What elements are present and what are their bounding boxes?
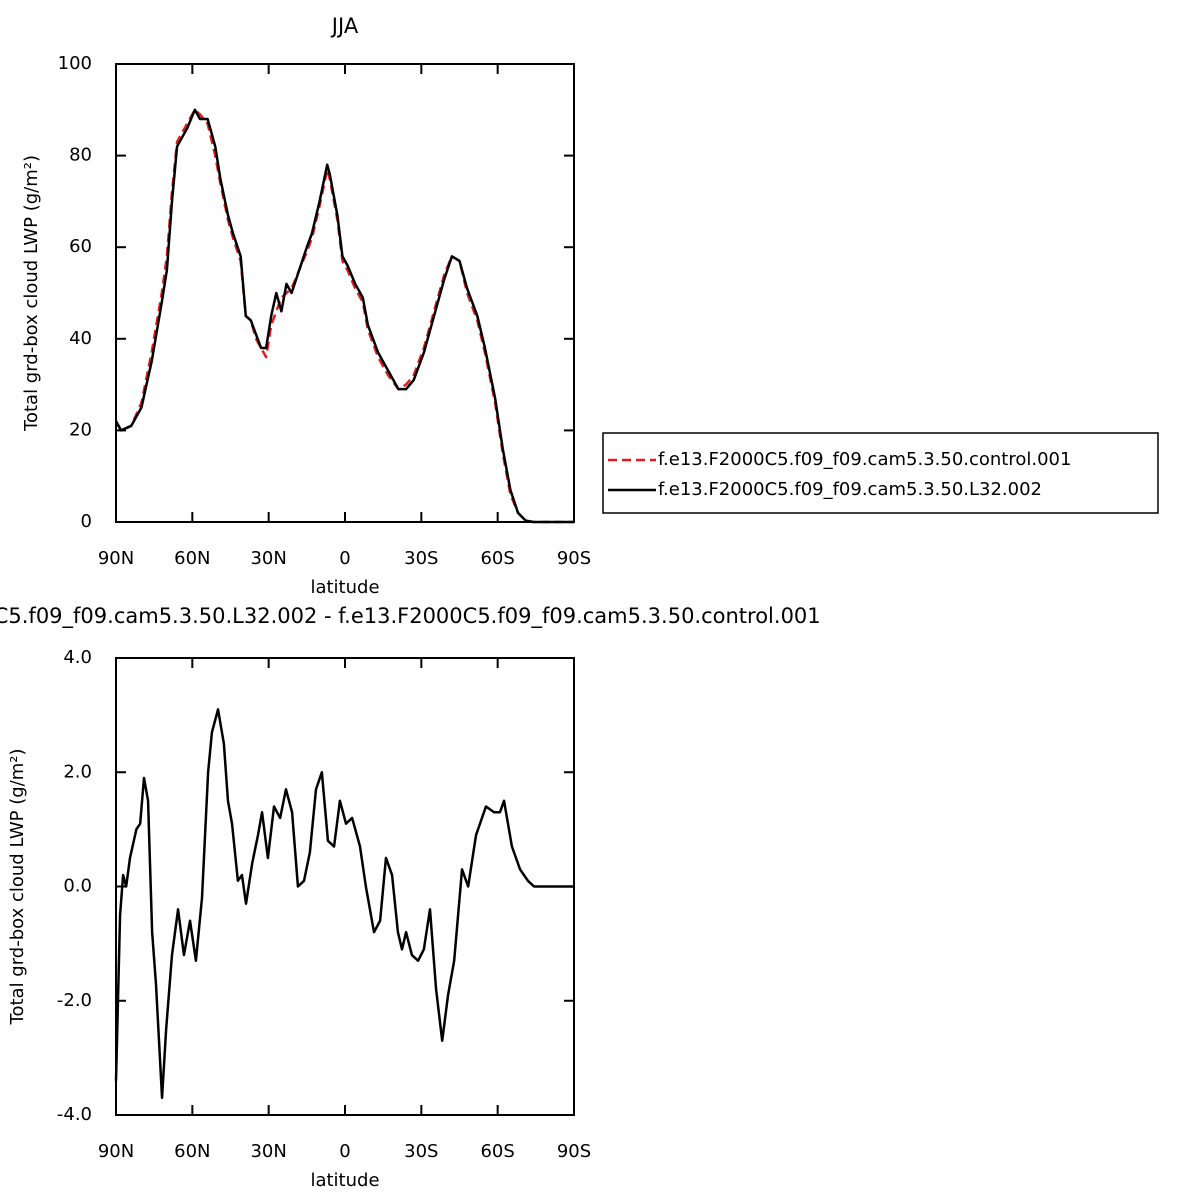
x-tick-label: 30N	[250, 1141, 286, 1162]
legend-box	[602, 432, 1159, 514]
x-tick-label: 90N	[98, 548, 134, 569]
legend-label: f.e13.F2000C5.f09_f09.cam5.3.50.L32.002	[658, 479, 1042, 500]
plot-frame	[115, 63, 575, 523]
x-tick-label: 30S	[404, 548, 438, 569]
x-tick-label: 60S	[480, 548, 514, 569]
x-tick-label: 60S	[480, 1141, 514, 1162]
y-tick-label: -4.0	[57, 1104, 92, 1125]
y-tick-label: 2.0	[63, 761, 92, 782]
y-axis-label: Total grd-box cloud LWP (g/m²)	[21, 155, 42, 432]
x-tick-label: 90S	[557, 1141, 591, 1162]
y-axis-label: Total grd-box cloud LWP (g/m²)	[7, 749, 28, 1026]
x-tick-label: 0	[339, 1141, 350, 1162]
data-line	[114, 708, 574, 1100]
data-line	[114, 108, 574, 524]
y-tick-label: 20	[69, 419, 92, 440]
y-tick-label: 40	[69, 328, 92, 349]
x-tick-label: 90N	[98, 1141, 134, 1162]
x-tick-label: 60N	[174, 548, 210, 569]
chart-title: f.e13.F2000C5.f09_f09.cam5.3.50.L32.002 …	[0, 604, 821, 629]
x-axis-label: latitude	[310, 1170, 379, 1191]
legend-label: f.e13.F2000C5.f09_f09.cam5.3.50.control.…	[658, 449, 1071, 470]
y-tick-label: 4.0	[63, 647, 92, 668]
x-tick-label: 30N	[250, 548, 286, 569]
chart-title: JJA	[330, 14, 359, 38]
plot-frame	[115, 657, 575, 1116]
y-tick-label: 100	[58, 53, 92, 74]
x-axis-label: latitude	[310, 577, 379, 598]
y-tick-label: 0.0	[63, 876, 92, 897]
x-tick-label: 60N	[174, 1141, 210, 1162]
y-tick-label: -2.0	[57, 990, 92, 1011]
x-tick-label: 90S	[557, 548, 591, 569]
y-tick-label: 80	[69, 145, 92, 166]
x-tick-label: 30S	[404, 1141, 438, 1162]
x-tick-label: 0	[339, 548, 350, 569]
y-tick-label: 60	[69, 236, 92, 257]
y-tick-label: 0	[81, 511, 92, 532]
